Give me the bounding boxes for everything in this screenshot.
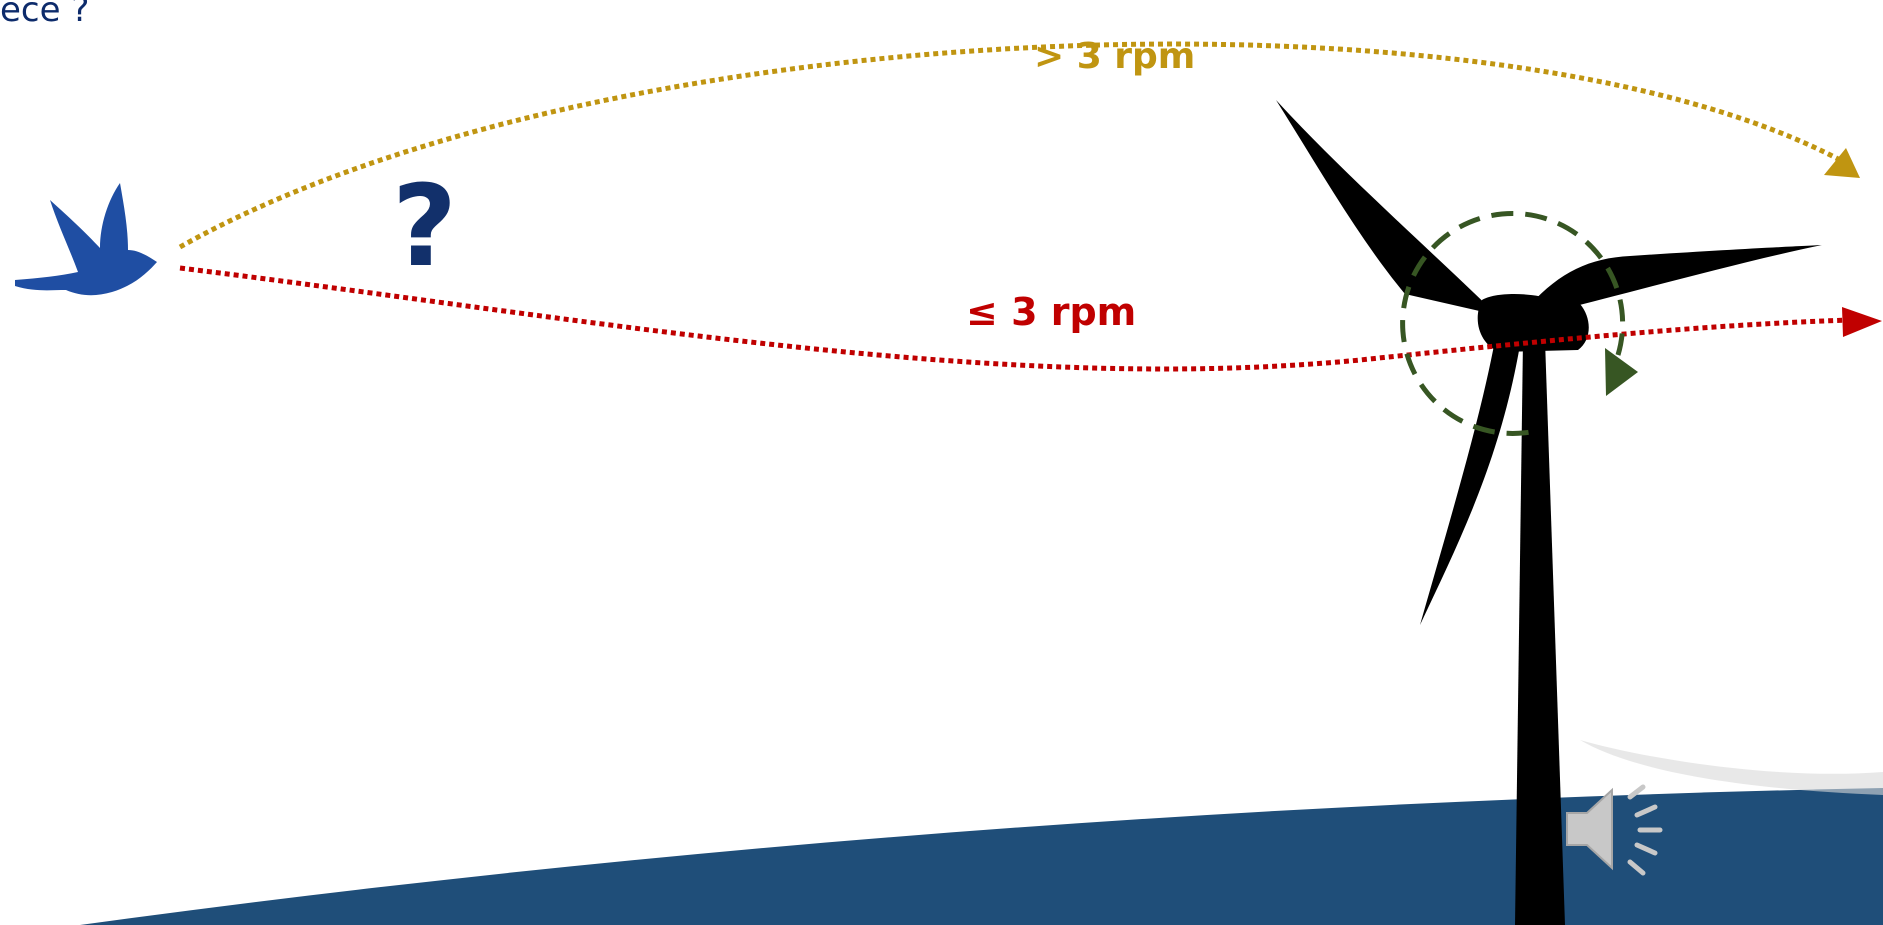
turbine-blade-upper bbox=[1276, 100, 1497, 315]
path-high-rpm bbox=[178, 41, 1842, 250]
question-mark: ? bbox=[392, 162, 457, 292]
label-low-rpm: ≤ 3 rpm bbox=[966, 290, 1137, 334]
rotation-arrowhead bbox=[1605, 348, 1638, 396]
arrowhead-high-rpm bbox=[1824, 148, 1860, 178]
sea bbox=[80, 788, 1883, 925]
speaker-icon[interactable] bbox=[1566, 784, 1663, 876]
arrowhead-low-rpm bbox=[1842, 307, 1882, 337]
rotation-indicator bbox=[1400, 210, 1626, 436]
turbine-blade-right bbox=[1530, 245, 1822, 310]
label-high-rpm: > 3 rpm bbox=[1034, 36, 1196, 77]
turbine-tower bbox=[1515, 340, 1565, 925]
slide-title-fragment: ece ? bbox=[0, 0, 90, 30]
bird-icon bbox=[15, 183, 157, 296]
turbine-blade-lower bbox=[1420, 340, 1520, 625]
path-low-rpm bbox=[179, 265, 1851, 372]
turbine-reflection bbox=[1580, 740, 1883, 795]
